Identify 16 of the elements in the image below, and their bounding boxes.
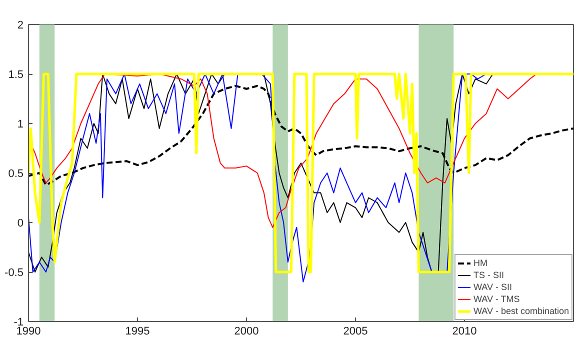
y-tick-label: 0.5 xyxy=(8,168,24,180)
legend-label: HM xyxy=(473,257,488,269)
x-tick-label: 2005 xyxy=(343,326,368,338)
legend-label: WAV - best combination xyxy=(473,305,569,317)
y-tick-label: 1.5 xyxy=(8,69,24,81)
legend-label: TS - SII xyxy=(473,269,504,281)
x-tick-label: 1990 xyxy=(16,326,41,338)
x-tick-label: 2010 xyxy=(452,326,477,338)
x-tick-label: 2000 xyxy=(234,326,259,338)
y-tick-label: 0 xyxy=(17,218,24,230)
legend-label: WAV - TMS xyxy=(473,293,520,305)
y-tick-label: 1 xyxy=(17,118,24,130)
x-tick-label: 1995 xyxy=(125,326,150,338)
legend-label: WAV - SII xyxy=(473,281,512,293)
y-tick-label: 2 xyxy=(17,20,24,32)
y-tick-label: -0.5 xyxy=(4,267,24,279)
